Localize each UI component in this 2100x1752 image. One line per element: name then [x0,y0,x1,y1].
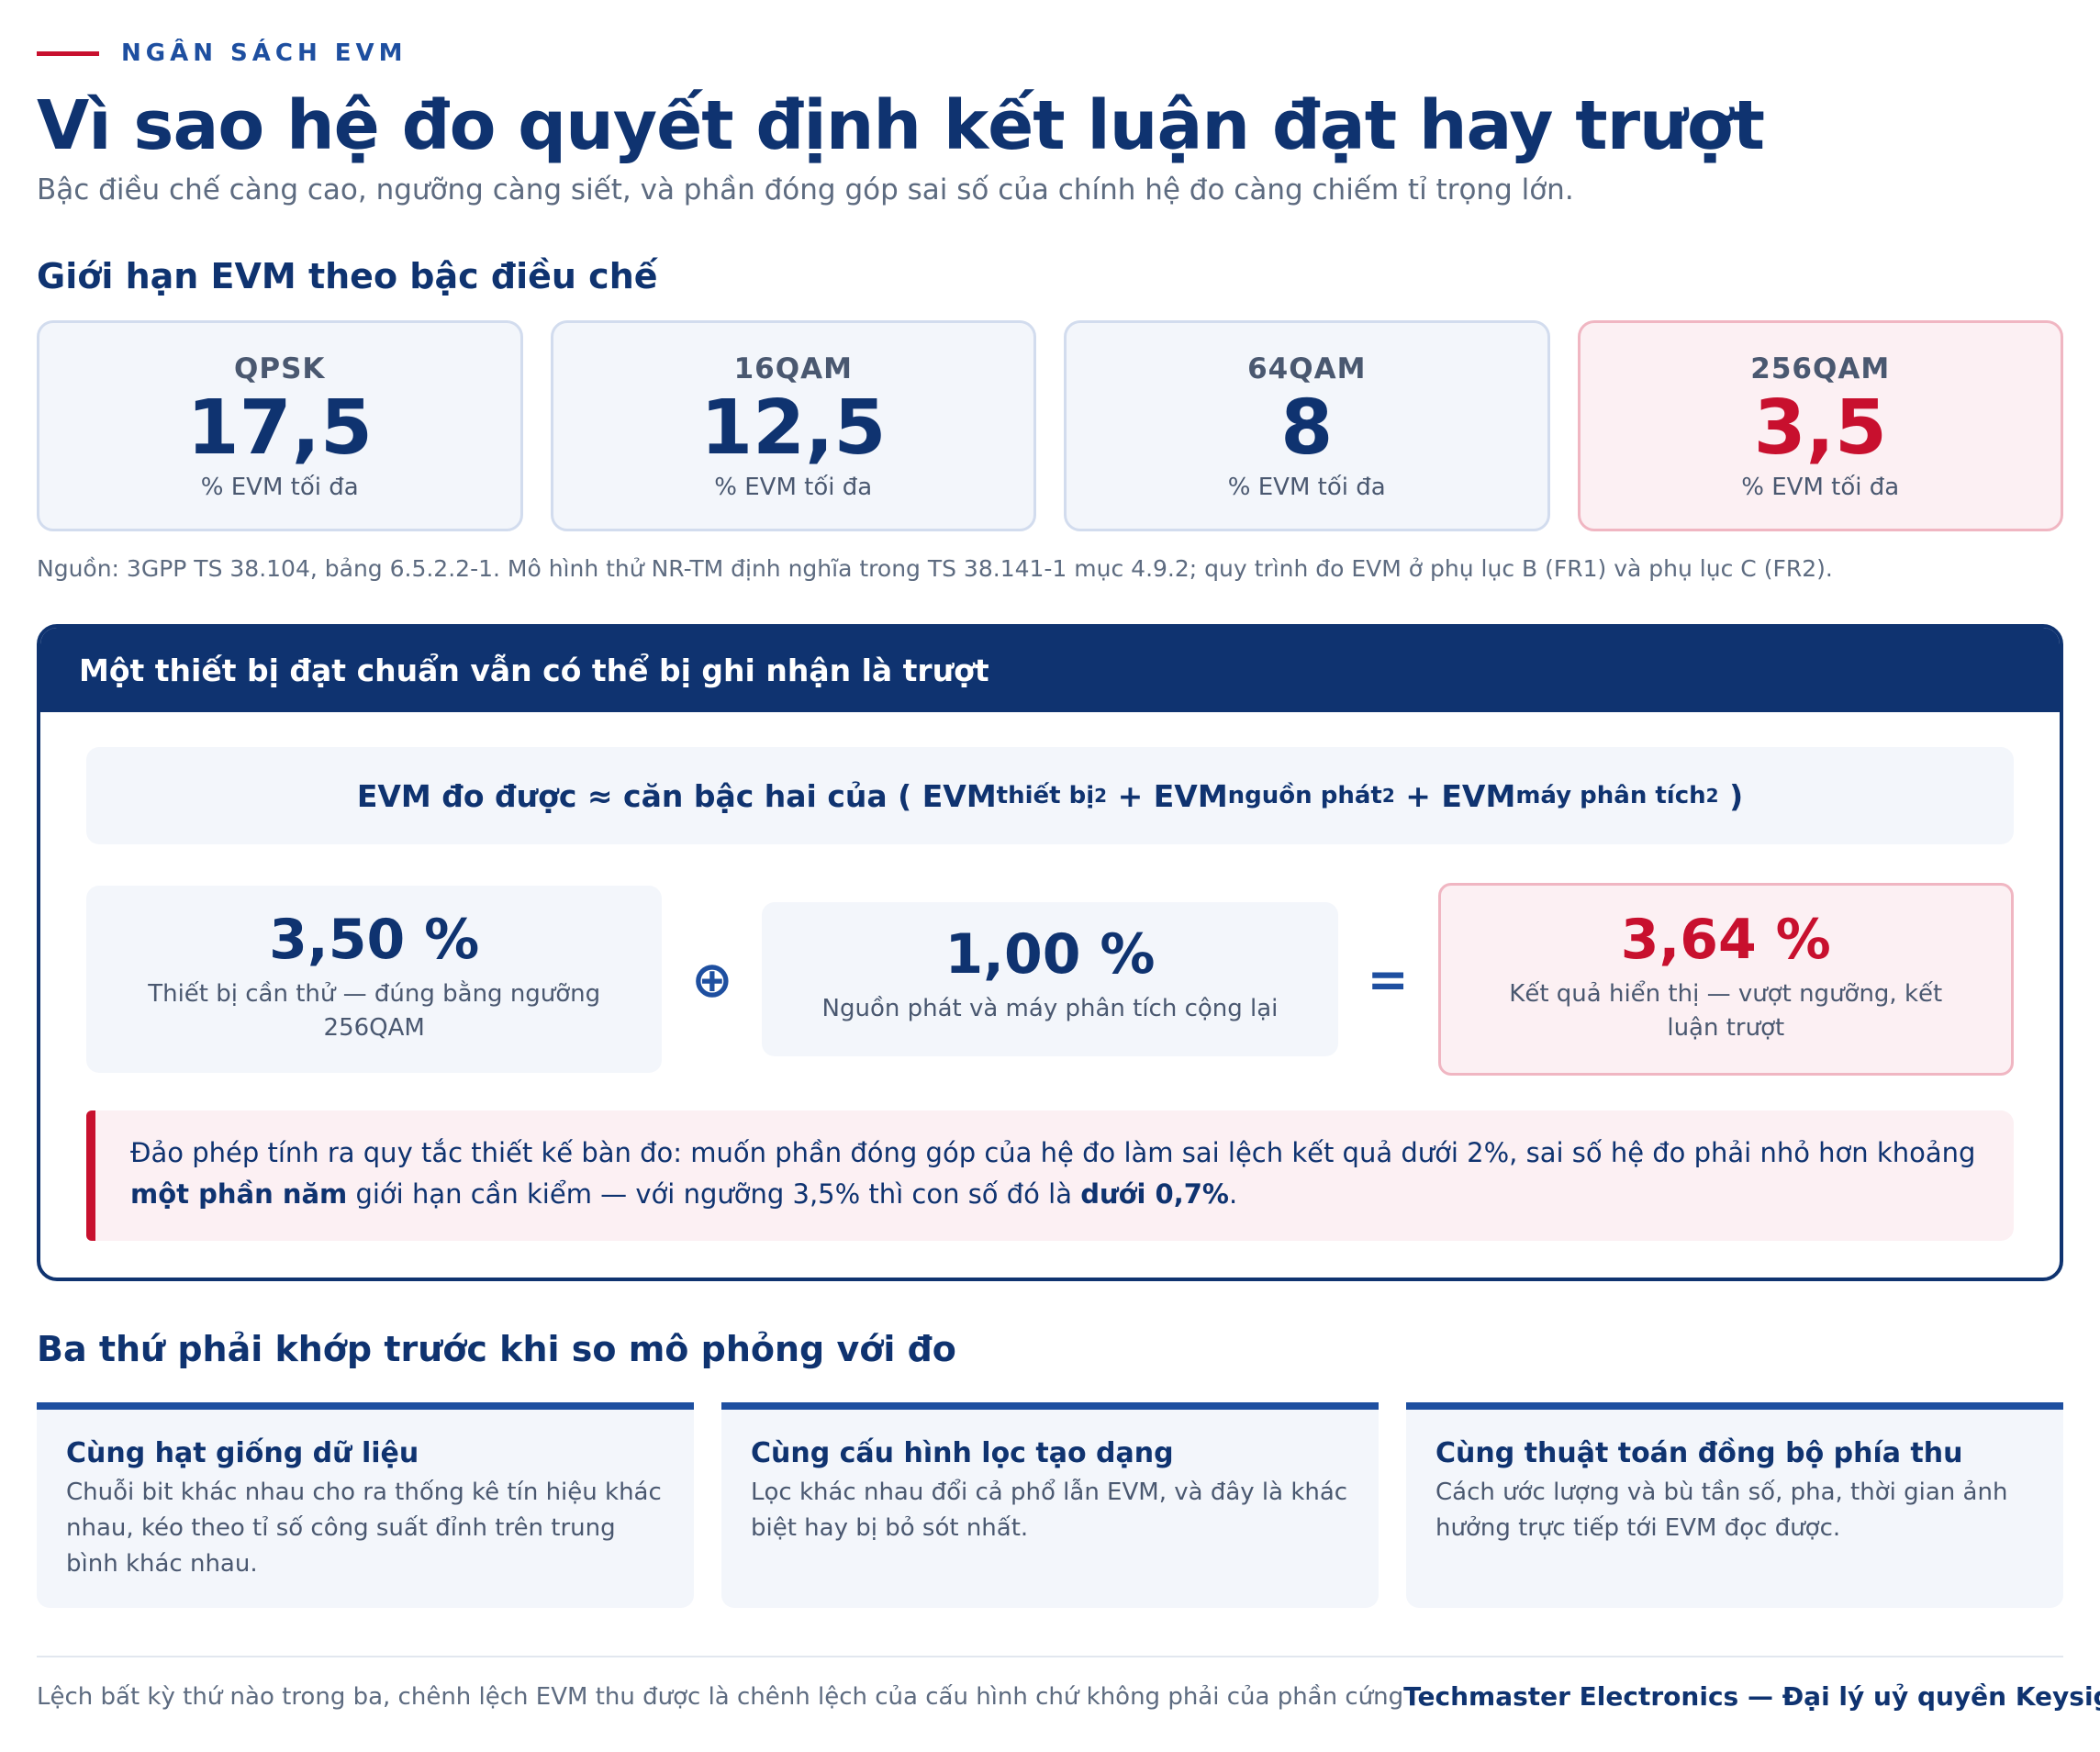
result-evm-caption: Kết quả hiển thị — vượt ngưỡng, kết luận… [1509,980,1943,1043]
limit-unit: % EVM tối đa [714,474,873,502]
limit-value: 3,5 [1753,385,1887,473]
formula-close: ) [1729,777,1744,814]
callout-emphasis: một phần năm [130,1178,348,1211]
limit-modulation: QPSK [234,352,326,386]
evm-limits-grid: QPSK 17,5 % EVM tối đa 16QAM 12,5 % EVM … [37,320,2063,532]
formula-square: 2 [1705,785,1719,808]
limit-unit: % EVM tối đa [1227,474,1386,502]
formula-term: EVM [922,777,997,814]
limit-card-qpsk: QPSK 17,5 % EVM tối đa [37,320,523,532]
limit-value: 12,5 [700,385,887,473]
result-evm-box: 3,64 % Kết quả hiển thị — vượt ngưỡng, k… [1437,883,2014,1077]
page: NGÂN SÁCH EVM Vì sao hệ đo quyết định kế… [37,37,2100,1712]
formula-lhs: EVM đo được ≈ căn bậc hai của ( [356,777,912,814]
formula-plus: + [1117,777,1144,814]
panel-header: Một thiết bị đạt chuẩn vẫn có thể bị ghi… [40,628,2060,713]
limit-card-256qam: 256QAM 3,5 % EVM tối đa [1577,320,2063,532]
eyebrow-accent-line [37,50,99,56]
limits-heading: Giới hạn EVM theo bậc điều chế [37,256,658,297]
callout-emphasis: dưới 0,7% [1080,1178,1229,1211]
limit-card-16qam: 16QAM 12,5 % EVM tối đa [550,320,1036,532]
system-evm-value: 1,00 % [944,922,1156,988]
system-evm-box: 1,00 % Nguồn phát và máy phân tích cộng … [762,902,1338,1057]
footer: Lệch bất kỳ thứ nào trong ba, chênh lệch… [37,1681,2100,1712]
match-card-title: Cùng hạt giống dữ liệu [66,1437,419,1470]
equals-icon: = [1367,950,1409,1009]
match-card-seed: Cùng hạt giống dữ liệu Chuỗi bit khác nh… [37,1402,694,1609]
limit-unit: % EVM tối đa [200,474,359,502]
limit-value: 17,5 [186,385,373,473]
eyebrow-label: NGÂN SÁCH EVM [121,39,408,67]
match-card-sync: Cùng thuật toán đồng bộ phía thu Cách ướ… [1406,1402,2063,1609]
match-cards: Cùng hạt giống dữ liệu Chuỗi bit khác nh… [37,1402,2063,1609]
limit-unit: % EVM tối đa [1741,474,1900,502]
formula-term: EVM [1153,777,1228,814]
match-heading: Ba thứ phải khớp trước khi so mô phỏng v… [37,1329,956,1370]
formula-sub-device: thiết bị [996,782,1095,810]
formula-square: 2 [1094,785,1108,808]
limit-modulation: 16QAM [733,352,853,386]
limit-modulation: 256QAM [1750,352,1891,386]
page-subtitle: Bậc điều chế càng cao, ngưỡng càng siết,… [37,173,1574,206]
formula-term: EVM [1441,777,1516,814]
callout-text: . [1228,1178,1238,1211]
device-evm-value: 3,50 % [269,908,480,973]
match-card-text: Chuỗi bit khác nhau cho ra thống kê tín … [66,1479,662,1579]
formula-sub-source: nguồn phát [1227,782,1382,810]
design-rule-callout: Đảo phép tính ra quy tắc thiết kế bàn đo… [86,1110,2014,1242]
panel-body: EVM đo được ≈ căn bậc hai của ( EVM thiết… [40,712,2060,1242]
budget-panel: Một thiết bị đạt chuẩn vẫn có thể bị ghi… [37,624,2063,1282]
formula-plus: + [1405,777,1431,814]
footer-brand: Techmaster Electronics — Đại lý uỷ quyền… [1403,1681,2100,1713]
limit-value: 8 [1280,385,1334,473]
system-evm-caption: Nguồn phát và máy phân tích cộng lại [821,995,1279,1023]
match-card-title: Cùng cấu hình lọc tạo dạng [751,1437,1174,1470]
limit-card-64qam: 64QAM 8 % EVM tối đa [1064,320,1550,532]
oplus-icon: ⊕ [691,950,733,1009]
footer-note: Lệch bất kỳ thứ nào trong ba, chênh lệch… [37,1682,1404,1711]
source-note: Nguồn: 3GPP TS 38.104, bảng 6.5.2.2-1. M… [37,555,1833,583]
callout-text: Đảo phép tính ra quy tắc thiết kế bàn đo… [130,1137,1976,1169]
evm-formula: EVM đo được ≈ căn bậc hai của ( EVM thiết… [86,747,2014,845]
page-title: Vì sao hệ đo quyết định kết luận đạt hay… [37,86,1765,165]
callout-text: giới hạn cần kiểm — với ngưỡng 3,5% thì … [347,1178,1081,1211]
match-card-text: Cách ước lượng và bù tần số, pha, thời g… [1435,1479,2008,1543]
footer-divider [37,1656,2063,1658]
match-card-filter: Cùng cấu hình lọc tạo dạng Lọc khác nhau… [721,1402,1379,1609]
panel-title: Một thiết bị đạt chuẩn vẫn có thể bị ghi… [79,652,989,688]
formula-sub-analyzer: máy phân tích [1515,782,1706,810]
calc-row: 3,50 % Thiết bị cần thử — đúng bằng ngưỡ… [86,883,2014,1077]
device-evm-caption: Thiết bị cần thử — đúng bằng ngưỡng 256Q… [148,980,601,1043]
device-evm-box: 3,50 % Thiết bị cần thử — đúng bằng ngưỡ… [86,886,663,1074]
match-card-title: Cùng thuật toán đồng bộ phía thu [1435,1437,1963,1470]
result-evm-value: 3,64 % [1620,908,1831,973]
formula-square: 2 [1381,785,1395,808]
match-card-text: Lọc khác nhau đổi cả phổ lẫn EVM, và đây… [751,1479,1348,1543]
limit-modulation: 64QAM [1247,352,1367,386]
eyebrow: NGÂN SÁCH EVM [37,37,2063,70]
